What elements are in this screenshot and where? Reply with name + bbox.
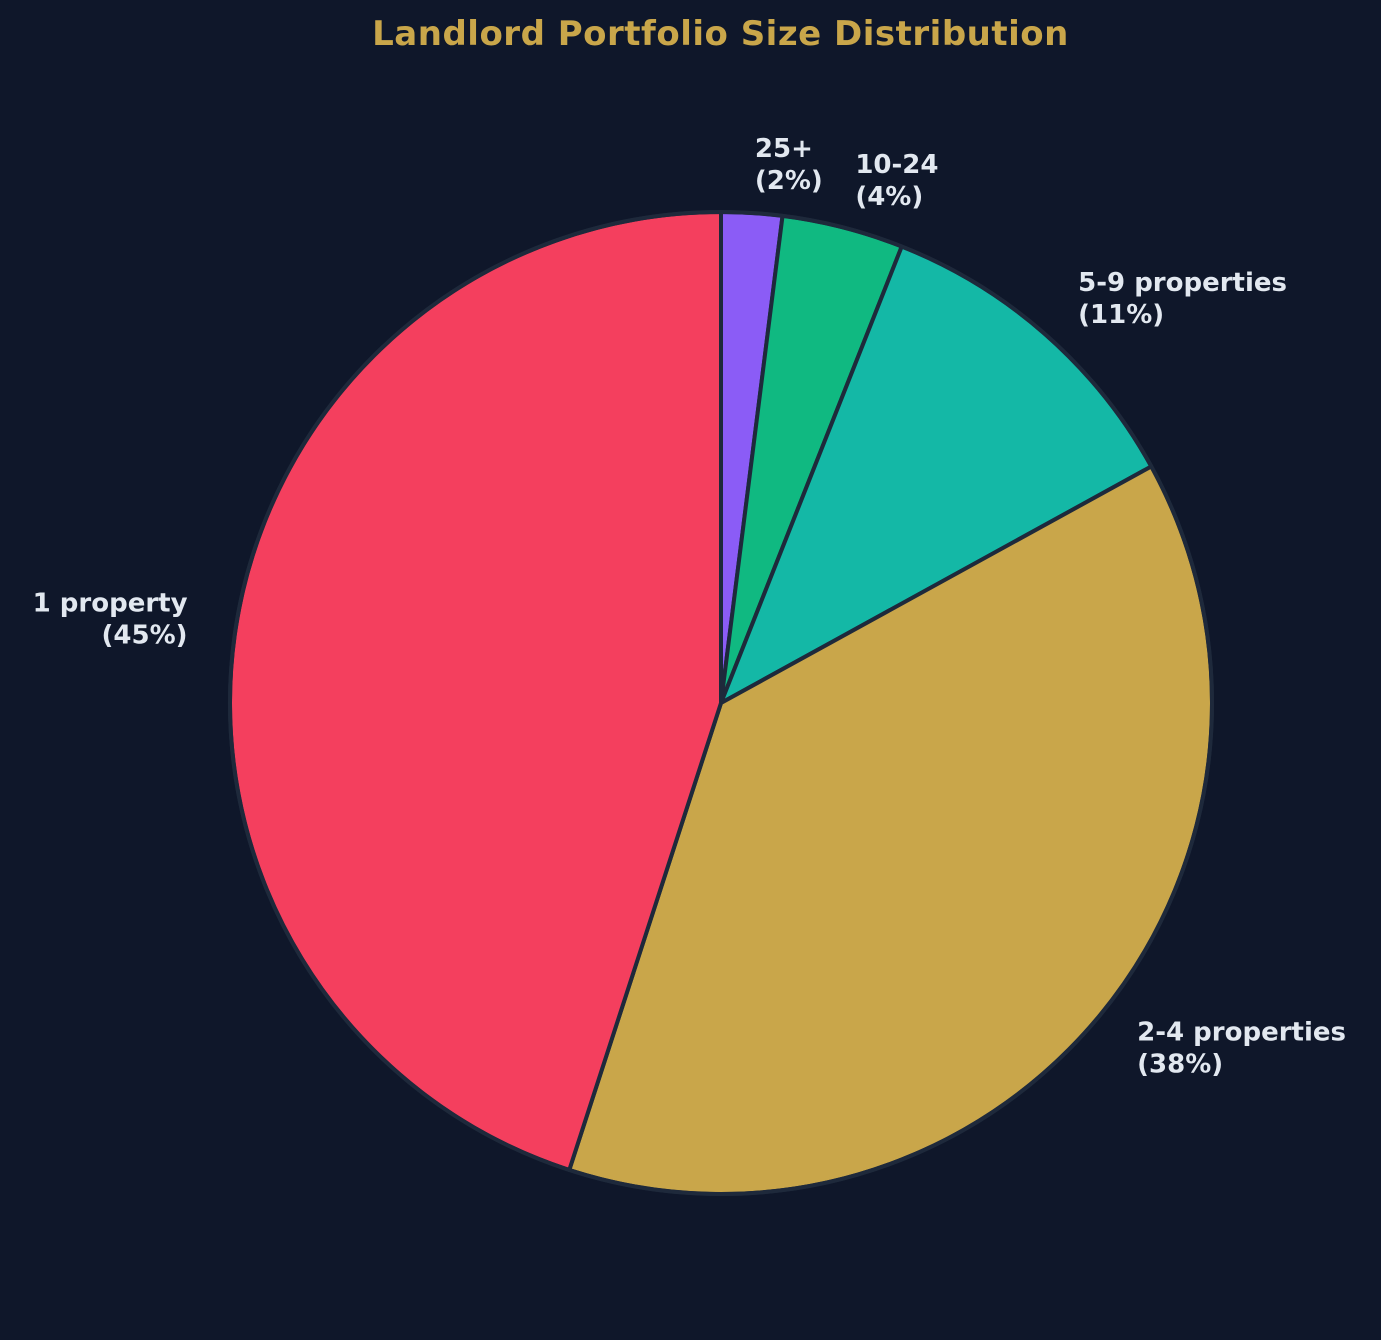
slice-label-percent: (45%): [102, 621, 188, 651]
slice-label-4: 2-4 properties (38%): [1137, 1017, 1346, 1079]
slice-label-name: 5-9 properties: [1078, 268, 1287, 298]
slice-label-name: 1 property: [33, 589, 188, 619]
slice-label-percent: (38%): [1137, 1049, 1223, 1079]
slice-label-2: 10-24 (4%): [855, 150, 938, 212]
pie-outline: [228, 210, 1214, 1196]
chart-title: Landlord Portfolio Size Distribution: [372, 14, 1069, 54]
slice-label-percent: (4%): [855, 182, 923, 212]
slice-label-percent: (11%): [1078, 300, 1164, 330]
slice-label-name: 10-24: [855, 150, 938, 180]
slice-label-name: 2-4 properties: [1137, 1017, 1346, 1047]
pie-labels: 25+ (2%) 10-24 (4%) 5-9 properties (11%) 2-4 p…: [33, 134, 1346, 1079]
slice-label-1: 25+ (2%): [755, 134, 823, 196]
pie-slices: [228, 210, 1214, 1196]
slice-label-3: 5-9 properties (11%): [1078, 268, 1287, 330]
slice-label-name: 25+: [755, 134, 813, 164]
slice-label-percent: (2%): [755, 166, 823, 196]
slice-label-5: 1 property (45%): [33, 589, 188, 651]
